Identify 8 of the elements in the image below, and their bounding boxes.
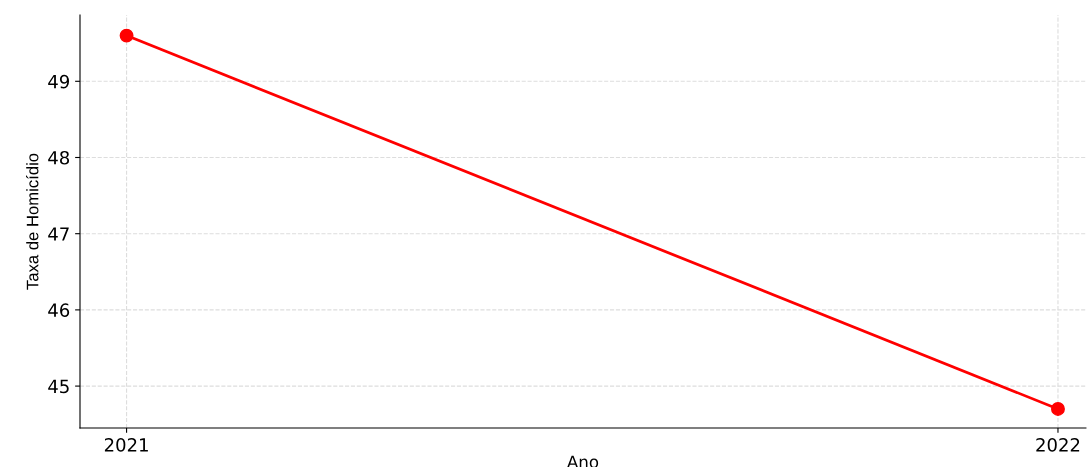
- y-tick-label: 47: [48, 227, 69, 241]
- y-tick-label: 46: [48, 303, 70, 318]
- x-tick-label: 2021: [104, 438, 148, 452]
- y-axis-title: Taxa de Homicídio: [26, 153, 39, 290]
- x-tick-label: 2022: [1036, 438, 1080, 452]
- y-tick-label: 48: [48, 150, 70, 165]
- y-tick-label: 45: [48, 379, 69, 394]
- y-tick-label: 49: [48, 74, 70, 89]
